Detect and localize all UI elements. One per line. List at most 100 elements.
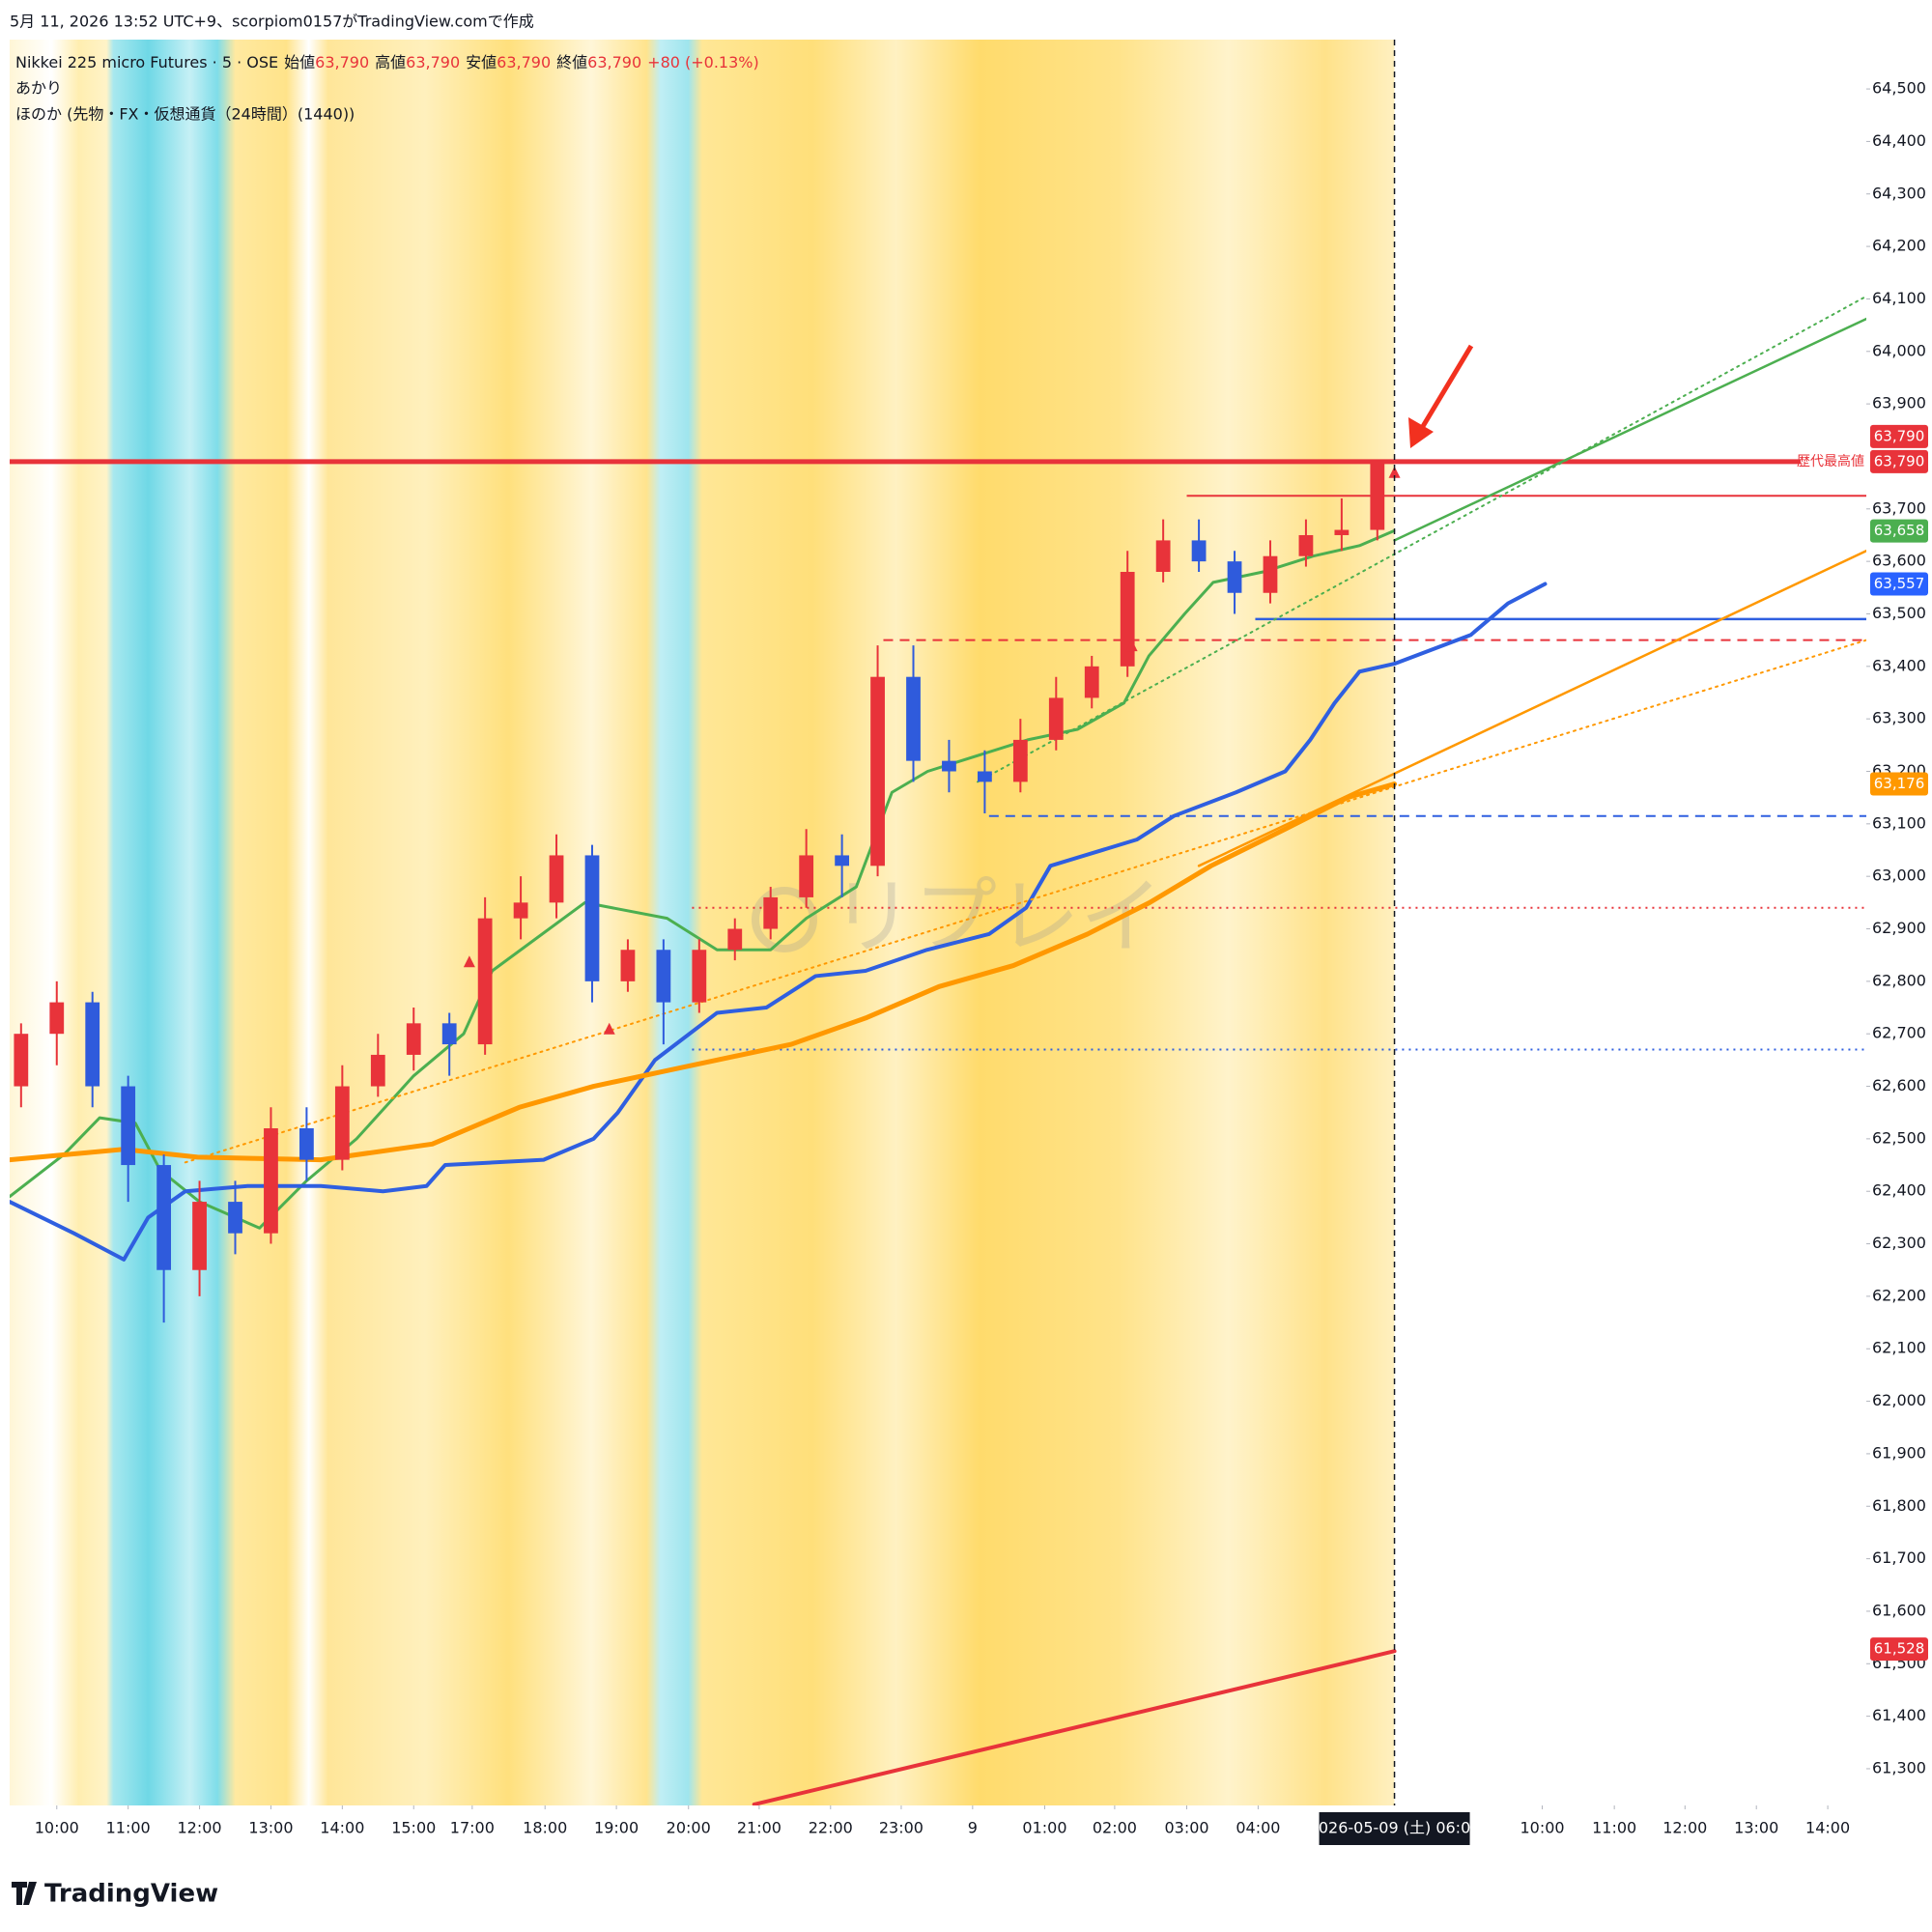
candle-body bbox=[692, 950, 707, 1003]
legend-symbol: Nikkei 225 micro Futures · 5 · OSE 始値63,7… bbox=[15, 53, 759, 71]
candle-body bbox=[1191, 540, 1207, 562]
signal-marker bbox=[1388, 466, 1401, 478]
candle-body bbox=[1155, 540, 1171, 573]
arrow-annotation bbox=[1408, 344, 1474, 448]
candle-body bbox=[1012, 739, 1028, 782]
brand-name: TradingView bbox=[44, 1880, 218, 1909]
y-tick-label: 61,800 bbox=[1872, 1496, 1926, 1515]
x-tick-label: 04:00 bbox=[1236, 1819, 1280, 1837]
indicator-line bbox=[752, 1649, 1397, 1805]
ohlc-label: 始値 bbox=[284, 53, 315, 71]
candle-body bbox=[549, 855, 564, 903]
x-tick-label: 13:00 bbox=[1734, 1819, 1778, 1837]
x-tick-label: 15:00 bbox=[391, 1819, 436, 1837]
y-tick-label: 62,400 bbox=[1872, 1181, 1926, 1200]
ath-label: 歴代最高値 bbox=[1797, 453, 1864, 469]
y-tick-label: 61,900 bbox=[1872, 1443, 1926, 1462]
x-tick-label: 13:00 bbox=[248, 1819, 293, 1837]
y-tick-label: 61,300 bbox=[1872, 1758, 1926, 1776]
candle-body bbox=[1298, 534, 1314, 556]
candle-body bbox=[870, 676, 885, 867]
price-badge-label: 63,790 bbox=[1874, 427, 1925, 444]
candle-body bbox=[1084, 666, 1099, 698]
price-badge-label: 63,658 bbox=[1874, 522, 1925, 539]
price-badge bbox=[1870, 424, 1928, 448]
y-tick-label: 64,300 bbox=[1872, 184, 1926, 202]
candle-body bbox=[942, 760, 956, 772]
indicator-name: あかり bbox=[15, 79, 62, 98]
price-badge-label: 61,528 bbox=[1874, 1640, 1925, 1658]
y-tick-label: 63,000 bbox=[1872, 867, 1926, 885]
y-tick-label: 64,100 bbox=[1872, 289, 1926, 307]
x-tick-label: 12:00 bbox=[1662, 1819, 1707, 1837]
watermark: リプレイ bbox=[752, 868, 1163, 965]
logo-dot bbox=[29, 1883, 35, 1889]
y-tick-label: 63,600 bbox=[1872, 552, 1926, 570]
candle-body bbox=[1263, 555, 1278, 593]
candle-body bbox=[1048, 697, 1064, 740]
x-tick-label: 10:00 bbox=[1520, 1819, 1564, 1837]
candle-body bbox=[656, 950, 671, 1003]
plot bbox=[10, 295, 1866, 1805]
y-tick-label: 61,600 bbox=[1872, 1601, 1926, 1619]
x-tick-label: 10:00 bbox=[35, 1819, 79, 1837]
x-tick-label: 17:00 bbox=[450, 1819, 495, 1837]
candle-body bbox=[156, 1165, 172, 1270]
candle-body bbox=[85, 1002, 100, 1087]
ohlc-label: 終値 bbox=[556, 53, 587, 71]
y-tick-label: 62,100 bbox=[1872, 1339, 1926, 1357]
x-tick-label: 12:00 bbox=[178, 1819, 222, 1837]
price-badge bbox=[1870, 772, 1928, 796]
price-badge bbox=[1870, 572, 1928, 596]
y-tick-label: 64,500 bbox=[1872, 79, 1926, 98]
candle-body bbox=[1334, 529, 1350, 535]
candle-body bbox=[1227, 561, 1242, 593]
candle-body bbox=[1120, 572, 1135, 667]
candle-body bbox=[477, 918, 493, 1045]
y-tick-label: 62,200 bbox=[1872, 1286, 1926, 1304]
x-tick-label: 19:00 bbox=[594, 1819, 639, 1837]
indicator-line bbox=[184, 639, 1866, 1164]
x-tick-label: 11:00 bbox=[1592, 1819, 1636, 1837]
ath-label-bg bbox=[1801, 450, 1868, 472]
candle-body bbox=[121, 1086, 136, 1166]
x-tick-label: 21:00 bbox=[737, 1819, 781, 1837]
y-tick-label: 63,300 bbox=[1872, 709, 1926, 727]
y-tick-label: 63,400 bbox=[1872, 656, 1926, 674]
cursor-label: 2026-05-09 (土) 06:00 bbox=[1309, 1819, 1481, 1837]
y-tick-label: 62,900 bbox=[1872, 919, 1926, 937]
ohlc-value: 63,790 bbox=[315, 53, 369, 71]
x-tick-label: 23:00 bbox=[879, 1819, 923, 1837]
y-tick-label: 61,700 bbox=[1872, 1548, 1926, 1567]
y-tick-label: 64,200 bbox=[1872, 237, 1926, 255]
change: +80 (+0.13%) bbox=[647, 53, 759, 71]
candle-body bbox=[906, 676, 921, 761]
candle-body bbox=[763, 896, 779, 929]
candle-body bbox=[513, 902, 528, 919]
signal-marker bbox=[1125, 639, 1138, 652]
y-tick-label: 63,700 bbox=[1872, 498, 1926, 517]
y-tick-label: 62,700 bbox=[1872, 1024, 1926, 1042]
candle-body bbox=[978, 771, 992, 782]
price-badge bbox=[1870, 519, 1928, 543]
y-tick-label: 62,800 bbox=[1872, 971, 1926, 989]
indicator-name: ほのか (先物・FX・仮想通貨（24時間）(1440)) bbox=[15, 105, 355, 124]
x-tick-label: 11:00 bbox=[106, 1819, 151, 1837]
candle-body bbox=[1370, 461, 1385, 530]
x-tick-label: 18:00 bbox=[523, 1819, 567, 1837]
arrow-shaft bbox=[1419, 344, 1474, 430]
y-tick-label: 64,000 bbox=[1872, 341, 1926, 359]
ohlc-value: 63,790 bbox=[406, 53, 460, 71]
cursor-label-box bbox=[1319, 1812, 1470, 1845]
x-tick-label: 20:00 bbox=[667, 1819, 711, 1837]
y-tick-label: 62,600 bbox=[1872, 1076, 1926, 1094]
arrow-head bbox=[1408, 417, 1434, 448]
signal-marker bbox=[463, 955, 475, 968]
candle-body bbox=[264, 1128, 278, 1234]
ohlc-label: 高値 bbox=[375, 53, 406, 71]
x-tick-label: 01:00 bbox=[1022, 1819, 1066, 1837]
ohlc-value: 63,790 bbox=[497, 53, 551, 71]
x-tick-label: 14:00 bbox=[320, 1819, 364, 1837]
candle-body bbox=[370, 1054, 385, 1087]
